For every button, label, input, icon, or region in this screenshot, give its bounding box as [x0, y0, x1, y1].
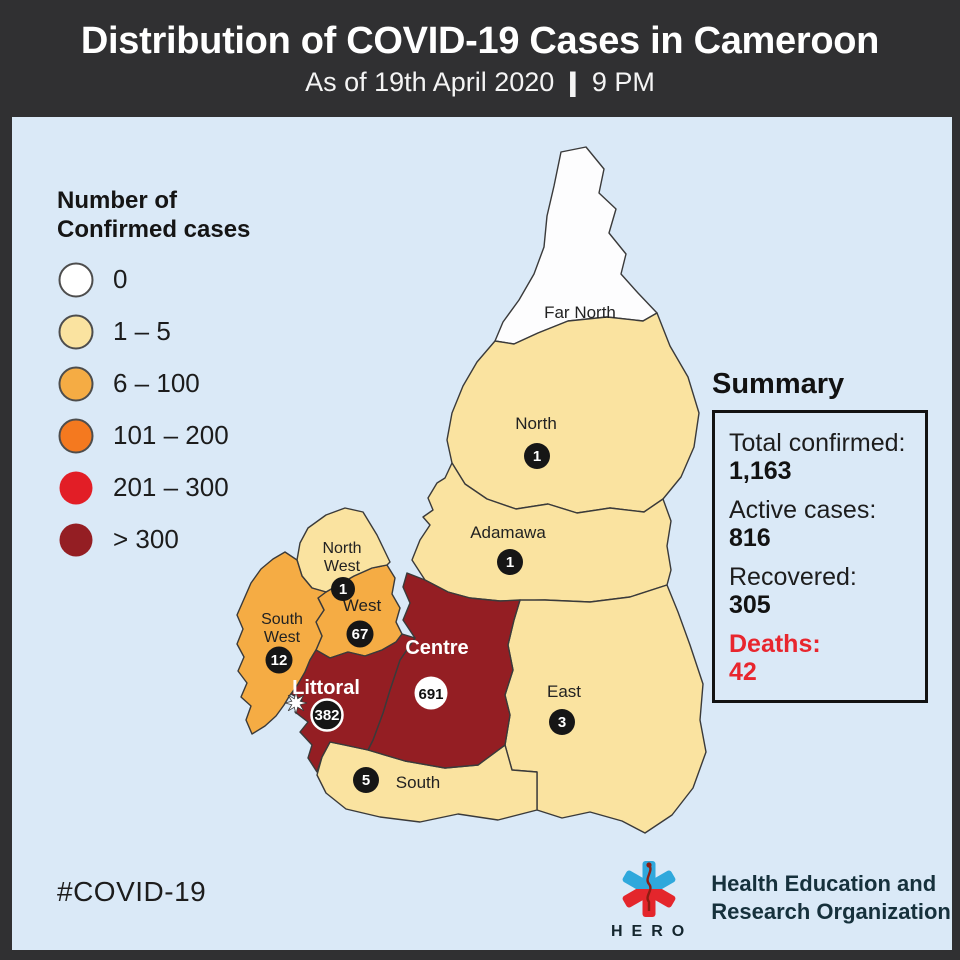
org-name: Health Education and Research Organizati… [711, 858, 951, 926]
legend-swatch-0-icon [58, 262, 94, 297]
legend-label-2: 6 – 100 [113, 368, 200, 398]
active-cases-label: Active cases: [729, 496, 877, 524]
legend-item-1: 1 – 5 [57, 313, 250, 350]
covid-hashtag: #COVID-19 [57, 876, 207, 907]
summary-box: Total confirmed: 1,163 Active cases: 816… [712, 410, 928, 703]
legend-label-1: 1 – 5 [113, 316, 171, 346]
date-text: As of 19th April 2020 [305, 66, 555, 97]
page-title: Distribution of COVID-19 Cases in Camero… [80, 19, 880, 62]
legend-item-0: 0 [57, 261, 250, 298]
legend-label-3: 101 – 200 [113, 420, 229, 450]
summary-row-total-confirmed: Total confirmed: 1,163 [729, 429, 911, 485]
legend: Number of Confirmed cases 0 1 – 5 6 – 10… [57, 186, 250, 573]
legend-title: Number of Confirmed cases [57, 186, 250, 244]
summary-row-recovered: Recovered: 305 [729, 563, 911, 619]
deaths-label: Deaths: [729, 630, 821, 658]
summary-row-active-cases: Active cases: 816 [729, 496, 911, 552]
active-cases-value: 816 [729, 524, 771, 552]
hero-abbrev: HERO [611, 923, 694, 940]
header: Distribution of COVID-19 Cases in Camero… [0, 0, 960, 117]
org-name-line1: Health Education and [711, 871, 937, 896]
legend-item-2: 6 – 100 [57, 365, 250, 402]
hero-logo-mark: HERO [605, 858, 693, 941]
legend-swatch-1-icon [58, 314, 94, 349]
legend-label-5: > 300 [113, 524, 179, 554]
subtitle-separator: | [567, 66, 580, 97]
recovered-value: 305 [729, 591, 771, 619]
legend-item-4: 201 – 300 [57, 469, 250, 506]
legend-swatch-3-icon [58, 418, 94, 453]
legend-item-3: 101 – 200 [57, 417, 250, 454]
time-text: 9 PM [591, 66, 655, 97]
legend-swatch-2-icon [58, 366, 94, 401]
legend-title-line1: Number of [57, 187, 177, 214]
legend-swatch-5-icon [59, 523, 93, 556]
header-subtitle: As of 19th April 2020 | 9 PM [305, 67, 655, 98]
legend-swatch-4-icon [59, 471, 93, 504]
legend-title-line2: Confirmed cases [57, 216, 251, 243]
total-confirmed-value: 1,163 [729, 457, 792, 485]
legend-label-4: 201 – 300 [113, 472, 229, 502]
legend-item-5: > 300 [57, 521, 250, 558]
summary-title: Summary [712, 368, 845, 400]
org-name-line2: Research Organization [711, 899, 951, 924]
legend-label-0: 0 [113, 264, 128, 294]
summary-row-deaths: Deaths: 42 [729, 630, 911, 686]
star-of-life-icon [622, 861, 676, 917]
recovered-label: Recovered: [729, 563, 857, 591]
summary-panel: Summary Total confirmed: 1,163 Active ca… [712, 368, 928, 703]
hero-logo-block: HERO Health Education and Research Organ… [605, 858, 951, 941]
total-confirmed-label: Total confirmed: [729, 429, 906, 457]
deaths-value: 42 [729, 658, 757, 686]
